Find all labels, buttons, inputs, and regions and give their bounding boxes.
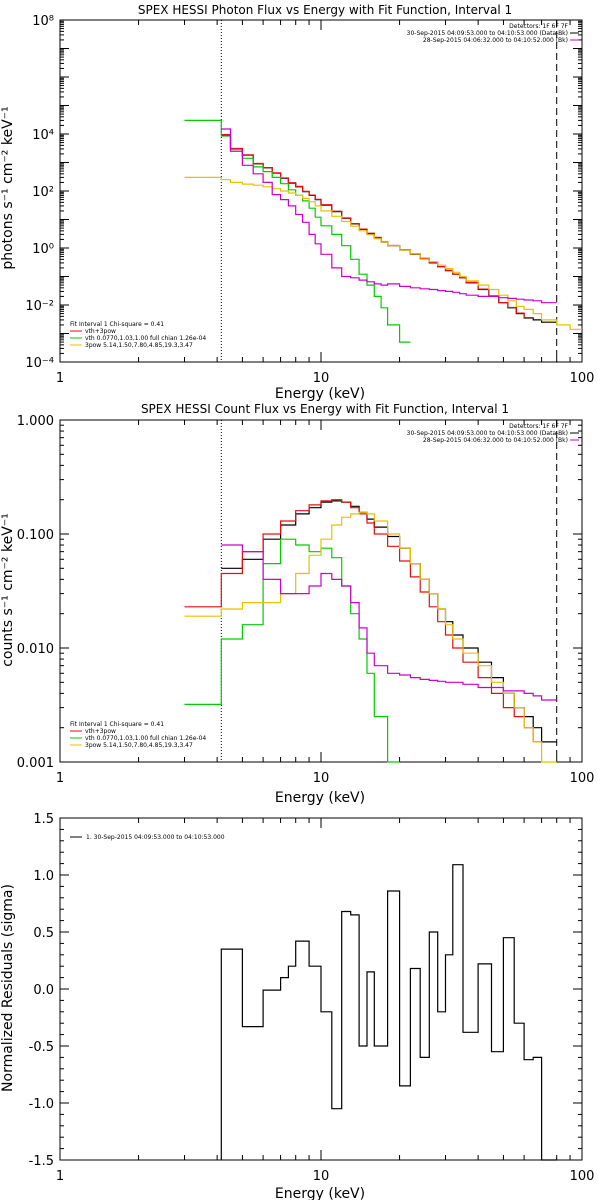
- y-tick-label: 0.010: [17, 642, 54, 657]
- x-tick-label: 1: [56, 771, 64, 786]
- residuals-y-label: Normalized Residuals (sigma): [0, 884, 16, 1092]
- legend-top-entry: 30-Sep-2015 04:09:53.000 to 04:10:53.000…: [407, 430, 568, 437]
- y-tick-label: 0.100: [17, 528, 54, 543]
- x-tick-label: 1: [56, 371, 64, 386]
- photon-flux-title: SPEX HESSI Photon Flux vs Energy with Fi…: [138, 3, 512, 17]
- count-flux-x-label: Energy (keV): [275, 790, 365, 806]
- x-tick-label: 10: [313, 771, 330, 786]
- legend-top-entry: 28-Sep-2015 04:06:32.000 to 04:10:52.000…: [423, 437, 568, 444]
- y-tick-label: 0.5: [33, 926, 54, 941]
- y-tick-label: 1.000: [17, 414, 54, 429]
- spectrum-series: [184, 119, 411, 343]
- residuals-panel: Energy (keV) Normalized Residuals (sigma…: [0, 812, 594, 1200]
- y-tick-label: 10⁸: [32, 14, 54, 29]
- legend-bottom-entry: vth 0.0770,1.03,1.00 full chian 1.26e-04: [85, 735, 206, 742]
- y-tick-label: -1.0: [29, 1097, 54, 1112]
- y-tick-label: 0.001: [17, 756, 54, 771]
- x-tick-label: 1: [56, 1169, 64, 1184]
- plot-frame: [59, 419, 583, 763]
- photon-flux-panel: SPEX HESSI Photon Flux vs Energy with Fi…: [0, 3, 594, 402]
- legend-top-entry: 28-Sep-2015 04:06:32.000 to 04:10:52.000…: [423, 37, 568, 44]
- x-tick-label: 10: [313, 371, 330, 386]
- legend-bottom-entry: vth+3pow: [85, 328, 116, 335]
- legend-top-entry: Detectors: 1F 6F 7F: [509, 423, 568, 430]
- photon-flux-y-label: photons s⁻¹ cm⁻² keV⁻¹: [0, 106, 16, 269]
- legend-bottom-entry: vth+3pow: [85, 728, 116, 735]
- residuals-legend: 1. 30-Sep-2015 04:09:53.000 to 04:10:53.…: [86, 834, 225, 841]
- y-tick-label: 10⁴: [32, 128, 54, 143]
- x-tick-label: 100: [570, 1169, 595, 1184]
- y-tick-label: 10²: [32, 185, 54, 200]
- y-tick-label: 1.5: [33, 812, 54, 827]
- x-tick-label: 10: [313, 1169, 330, 1184]
- count-flux-title: SPEX HESSI Count Flux vs Energy with Fit…: [141, 402, 509, 416]
- legend-bottom-entry: 3pow 5.14,1.50,7.80,4.85,19.3,3.47: [85, 342, 193, 349]
- y-tick-label: -1.5: [29, 1154, 54, 1169]
- y-tick-label: 0.0: [33, 983, 54, 998]
- plot-frame: [59, 19, 583, 363]
- y-tick-label: 10⁰: [32, 242, 54, 257]
- legend-bottom-entry: 3pow 5.14,1.50,7.80,4.85,19.3,3.47: [85, 742, 193, 749]
- legend-top-entry: 30-Sep-2015 04:09:53.000 to 04:10:53.000…: [407, 30, 568, 37]
- spectrum-series: [184, 538, 400, 763]
- spectrum-series: [220, 864, 557, 1161]
- y-tick-label: 1.0: [33, 869, 54, 884]
- spectrum-series: [221, 500, 557, 743]
- legend-top-entry: Detectors: 1F 6F 7F: [509, 23, 568, 30]
- legend-bottom-entry: Fit Interval 1 Chi-square = 0.41: [70, 721, 164, 728]
- spectrum-series: [184, 511, 557, 763]
- x-tick-label: 100: [570, 771, 595, 786]
- spectrum-series: [221, 128, 557, 304]
- legend-bottom-entry: vth 0.0770,1.03,1.00 full chian 1.26e-04: [85, 335, 206, 342]
- spectrum-series: [221, 134, 557, 323]
- photon-flux-x-label: Energy (keV): [275, 386, 365, 402]
- y-tick-label: -0.5: [29, 1040, 54, 1055]
- spectrum-series: [184, 176, 582, 330]
- y-tick-label: 10⁻²: [25, 299, 54, 314]
- count-flux-panel: SPEX HESSI Count Flux vs Energy with Fit…: [0, 402, 594, 806]
- spectrum-series: [221, 134, 534, 319]
- spectrum-series: [184, 499, 542, 743]
- legend-bottom-entry: Fit Interval 1 Chi-square = 0.41: [70, 321, 164, 328]
- x-tick-label: 100: [570, 371, 595, 386]
- y-tick-label: 10⁻⁴: [25, 356, 54, 371]
- spectrum-series: [221, 544, 557, 701]
- residuals-x-label: Energy (keV): [275, 1186, 365, 1200]
- count-flux-y-label: counts s⁻¹ cm⁻² keV⁻¹: [0, 513, 16, 667]
